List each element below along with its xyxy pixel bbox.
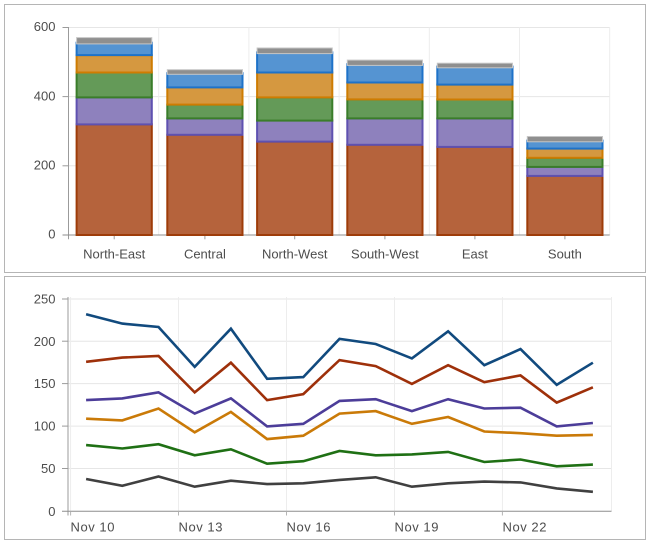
svg-text:100: 100: [34, 419, 56, 434]
svg-text:North-West: North-West: [262, 247, 328, 262]
svg-text:0: 0: [48, 227, 55, 242]
svg-text:0: 0: [48, 504, 55, 519]
svg-text:50: 50: [41, 461, 55, 476]
svg-text:Nov 10: Nov 10: [71, 520, 116, 535]
svg-text:200: 200: [34, 334, 56, 349]
svg-text:Nov 13: Nov 13: [179, 520, 224, 535]
svg-text:150: 150: [34, 376, 56, 391]
svg-text:South-West: South-West: [351, 247, 419, 262]
svg-text:Central: Central: [184, 247, 226, 262]
svg-text:East: East: [462, 247, 488, 262]
svg-text:Nov 16: Nov 16: [287, 520, 332, 535]
svg-text:South: South: [548, 247, 582, 262]
svg-text:250: 250: [34, 292, 56, 307]
svg-text:North-East: North-East: [83, 247, 146, 262]
svg-text:600: 600: [34, 19, 56, 34]
svg-text:400: 400: [34, 88, 56, 103]
svg-text:200: 200: [34, 158, 56, 173]
svg-text:Nov 19: Nov 19: [395, 520, 440, 535]
svg-text:Nov 22: Nov 22: [503, 520, 548, 535]
